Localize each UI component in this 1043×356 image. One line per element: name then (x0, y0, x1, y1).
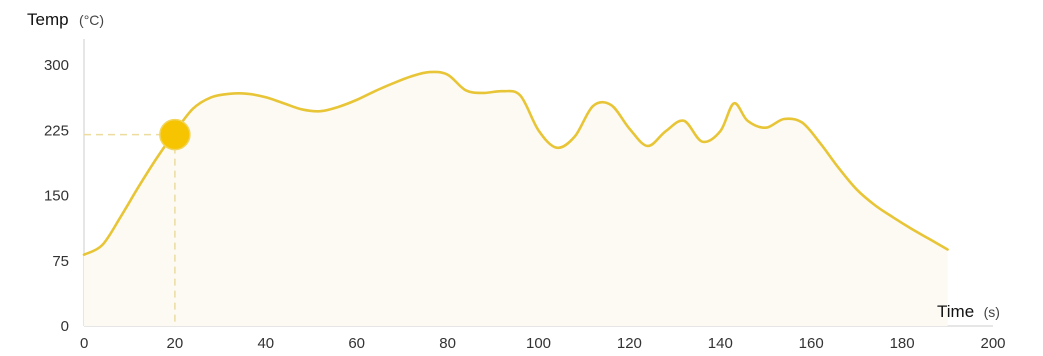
x-tick-labels: 0 20 40 60 80 100 120 140 160 180 200 (80, 335, 1006, 352)
x-tick-label: 80 (439, 335, 456, 352)
x-axis-unit: (s) (984, 304, 1000, 320)
x-tick-label: 100 (526, 335, 551, 352)
x-tick-label: 120 (617, 335, 642, 352)
highlight-point-marker[interactable] (159, 118, 191, 151)
marker-layer (159, 118, 191, 151)
line-layer (82, 70, 949, 256)
x-tick-label: 0 (80, 335, 88, 352)
x-tick-label: 180 (890, 335, 915, 352)
x-axis-label: Time (937, 302, 974, 321)
y-tick-label: 0 (61, 318, 69, 335)
x-tick-label: 160 (799, 335, 824, 352)
y-axis-title: Temp (°C) (27, 10, 104, 29)
x-tick-label: 200 (980, 335, 1005, 352)
y-tick-labels: 0 75 150 225 300 (44, 57, 69, 335)
y-tick-label: 150 (44, 188, 69, 205)
x-tick-label: 40 (257, 335, 274, 352)
y-tick-label: 225 (44, 122, 69, 139)
series-line (82, 70, 949, 256)
x-tick-label: 60 (348, 335, 365, 352)
x-tick-label: 20 (167, 335, 184, 352)
y-axis-unit: (°C) (79, 12, 104, 28)
y-tick-label: 300 (44, 57, 69, 74)
area-layer (84, 71, 948, 327)
x-axis-title: Time (s) (937, 302, 1000, 321)
series-area-fill (84, 71, 948, 327)
x-tick-label: 140 (708, 335, 733, 352)
y-tick-label: 75 (52, 253, 69, 270)
y-axis-label: Temp (27, 10, 69, 29)
